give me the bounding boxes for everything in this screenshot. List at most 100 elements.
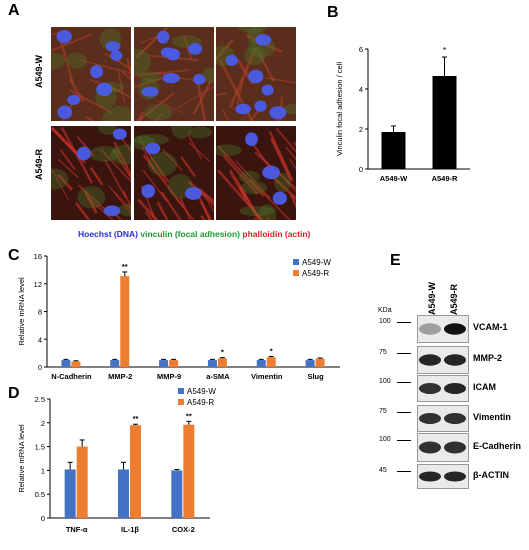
x-tick-label: MMP-9 — [157, 372, 181, 381]
nucleus — [192, 74, 205, 85]
nucleus — [57, 105, 73, 120]
actin-fibre — [238, 115, 247, 121]
vinculin-signal — [170, 126, 192, 139]
y-tick-label: 0 — [38, 363, 42, 372]
panel-c-letter: C — [8, 247, 20, 264]
bar — [217, 358, 227, 367]
x-tick-label: TNF-α — [66, 525, 88, 534]
x-tick-label: IL-1β — [121, 525, 139, 534]
bar — [256, 360, 266, 367]
actin-fibre — [222, 110, 230, 121]
actin-fibre — [248, 178, 291, 220]
actin-fibre — [194, 73, 206, 121]
chart-d: 0 0.5 1 1.5 2 2.5 Relative mRNA level TNF-α ** IL… — [17, 388, 216, 534]
vinculin-signal — [244, 46, 266, 66]
band — [419, 323, 441, 335]
blot-strip — [417, 346, 469, 374]
legend-swatch — [293, 259, 299, 265]
actin-fibre — [111, 87, 131, 99]
actin-fibre — [126, 57, 131, 81]
stain-phalloidin: phalloidin (actin) — [242, 229, 311, 239]
actin-fibre — [86, 196, 114, 220]
bar — [432, 76, 457, 169]
micrograph-image — [133, 126, 214, 220]
blot-label: VCAM-1 — [473, 322, 508, 332]
significance-mark: ** — [186, 411, 192, 420]
actin-fibre — [142, 154, 184, 208]
actin-fibre — [275, 127, 296, 154]
blot-bands — [419, 441, 466, 454]
x-tick-label: a-SMA — [206, 372, 230, 381]
actin-fibre — [51, 33, 92, 52]
actin-fibre — [89, 166, 104, 186]
nucleus — [96, 82, 113, 97]
actin-fibre — [265, 77, 296, 84]
vinculin-signal — [77, 186, 106, 209]
y-tick-label: 4 — [359, 85, 363, 94]
nucleus — [272, 191, 287, 205]
vinculin-signal — [143, 104, 172, 121]
band — [419, 441, 441, 454]
y-tick-label: 1.5 — [35, 443, 45, 452]
micrograph-image — [216, 127, 296, 220]
actin-fibre — [179, 156, 196, 177]
blot-bands — [419, 323, 466, 335]
actin-fibre — [268, 131, 294, 182]
bar — [266, 357, 276, 367]
actin-fibre — [69, 89, 113, 114]
nucleus — [161, 72, 180, 84]
blot-bands — [419, 471, 466, 482]
vinculin-signal — [216, 144, 242, 157]
actin-fibre — [187, 134, 202, 160]
vinculin-signal — [88, 146, 121, 162]
blot-strip — [417, 375, 469, 402]
nucleus — [187, 43, 202, 55]
chart-b: 0 2 4 6 Vinculin focal adhesion / cell A549-W… — [335, 45, 470, 183]
actin-fibre — [228, 48, 257, 109]
significance-mark: ** — [122, 262, 128, 271]
band — [444, 413, 466, 424]
nucleus — [269, 106, 287, 120]
kda-tick — [397, 322, 411, 323]
vinculin-signal — [138, 71, 161, 82]
actin-fibre — [84, 191, 98, 214]
actin-fibre — [203, 193, 214, 213]
vinculin-signal — [238, 27, 267, 34]
actin-fibre — [161, 149, 183, 171]
nucleus — [76, 146, 91, 161]
blot-bands — [419, 383, 466, 394]
bar — [76, 446, 88, 518]
stain-vinculin: vinculin (focal adhesion) — [140, 229, 241, 239]
nucleus — [110, 50, 123, 61]
micrograph-tile — [133, 126, 214, 220]
vinculin-signal — [239, 205, 275, 217]
vinculin-signal — [133, 48, 151, 75]
x-tick-label: COX-2 — [172, 525, 195, 534]
actin-fibre — [235, 160, 271, 199]
band — [444, 354, 466, 366]
bar — [61, 360, 71, 367]
bar — [305, 360, 315, 367]
legend-swatch — [293, 270, 299, 276]
actin-fibre — [108, 185, 131, 215]
actin-fibre — [174, 197, 195, 220]
actin-fibre — [271, 175, 296, 201]
actin-fibre — [138, 137, 168, 184]
actin-fibre — [285, 146, 296, 161]
blot-label: Vimentin — [473, 411, 511, 422]
kda-tick — [397, 440, 411, 441]
actin-fibre — [200, 201, 212, 220]
lane-label: A549-W — [427, 281, 437, 315]
nucleus — [245, 132, 258, 147]
actin-fibre — [278, 96, 284, 121]
x-tick-label: Vimentin — [251, 372, 283, 381]
vinculin-signal — [240, 181, 268, 195]
y-tick-label: 1 — [41, 466, 45, 475]
actin-fibre — [144, 210, 153, 220]
significance-mark: * — [221, 348, 224, 357]
nucleus — [235, 103, 251, 115]
nucleus — [248, 69, 264, 84]
nucleus — [67, 94, 81, 105]
y-tick-label: 8 — [38, 308, 42, 317]
actin-fibre — [234, 176, 260, 219]
